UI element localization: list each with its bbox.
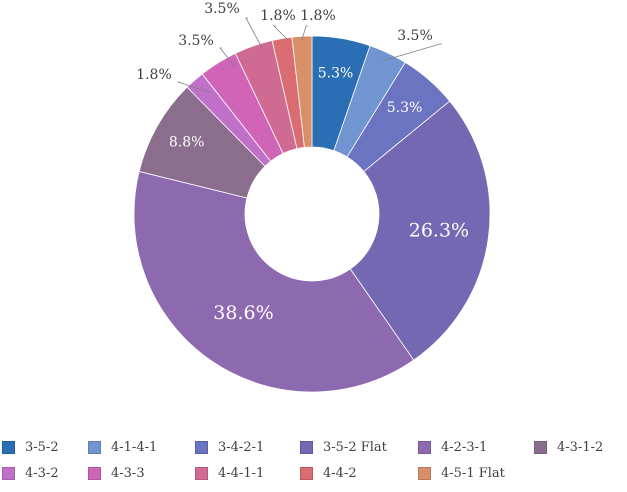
- data-label: 26.3%: [409, 220, 469, 242]
- legend-item-4-3-1-2: 4-3-1-2: [534, 440, 603, 455]
- legend-swatch: [2, 441, 15, 454]
- legend-item-4-5-1-flat: 4-5-1 Flat: [418, 466, 505, 481]
- legend-item-3-5-2: 3-5-2: [2, 440, 59, 455]
- leader-line: [177, 81, 213, 94]
- pie-slice-3-5-2-flat: [349, 100, 491, 361]
- pie-slice-4-2-3-1: [133, 170, 415, 393]
- data-label: 8.8%: [169, 135, 205, 151]
- legend-label: 4-5-1 Flat: [441, 466, 505, 481]
- data-label: 1.8%: [136, 67, 172, 83]
- chart-plot: 5.3% 3.5% 5.3% 26.3% 38.6% 8.8% 1.8% 3.5% 3.5% 1.…: [133, 1, 491, 393]
- legend-label: 3-5-2: [25, 440, 59, 455]
- legend-item-4-3-2: 4-3-2: [2, 466, 59, 481]
- data-label: 5.3%: [387, 100, 423, 116]
- legend-label: 4-1-4-1: [111, 440, 158, 455]
- legend-swatch: [195, 441, 208, 454]
- pie-slice-4-5-1-flat: [291, 35, 313, 148]
- legend-label: 4-4-1-1: [218, 466, 265, 481]
- leader-line: [245, 17, 263, 49]
- data-label: 1.8%: [300, 8, 336, 24]
- legend-swatch: [195, 467, 208, 480]
- legend-label: 4-3-2: [25, 466, 59, 481]
- legend-swatch: [534, 441, 547, 454]
- legend-label: 4-2-3-1: [441, 440, 488, 455]
- data-label: 3.5%: [204, 1, 240, 17]
- leader-line: [381, 43, 442, 62]
- legend-item-4-3-3: 4-3-3: [88, 466, 145, 481]
- data-label: 5.3%: [318, 66, 354, 82]
- legend-swatch: [88, 467, 101, 480]
- legend-label: 3-4-2-1: [218, 440, 265, 455]
- leader-line: [219, 47, 237, 69]
- legend-item-4-1-4-1: 4-1-4-1: [88, 440, 157, 455]
- data-label: 3.5%: [178, 33, 214, 49]
- data-label: 38.6%: [213, 302, 273, 324]
- legend-swatch: [88, 441, 101, 454]
- legend-item-3-4-2-1: 3-4-2-1: [195, 440, 264, 455]
- chart-legend: 3-5-2 4-1-4-1 3-4-2-1 3-5-2 Flat 4-2-3-1 4-3-…: [0, 436, 627, 488]
- legend-item-3-5-2-flat: 3-5-2 Flat: [300, 440, 387, 455]
- leader-line: [301, 25, 308, 41]
- legend-swatch: [300, 441, 313, 454]
- leader-line: [273, 25, 289, 41]
- legend-label: 4-3-3: [111, 466, 145, 481]
- legend-item-4-4-2: 4-4-2: [300, 466, 357, 481]
- legend-label: 3-5-2 Flat: [323, 440, 387, 455]
- data-label: 1.8%: [260, 8, 296, 24]
- legend-label: 4-3-1-2: [557, 440, 604, 455]
- legend-swatch: [300, 467, 313, 480]
- legend-item-4-4-1-1: 4-4-1-1: [195, 466, 264, 481]
- data-label: 3.5%: [397, 28, 433, 44]
- legend-swatch: [418, 441, 431, 454]
- legend-label: 4-4-2: [323, 466, 357, 481]
- legend-swatch: [418, 467, 431, 480]
- legend-item-4-2-3-1: 4-2-3-1: [418, 440, 487, 455]
- legend-swatch: [2, 467, 15, 480]
